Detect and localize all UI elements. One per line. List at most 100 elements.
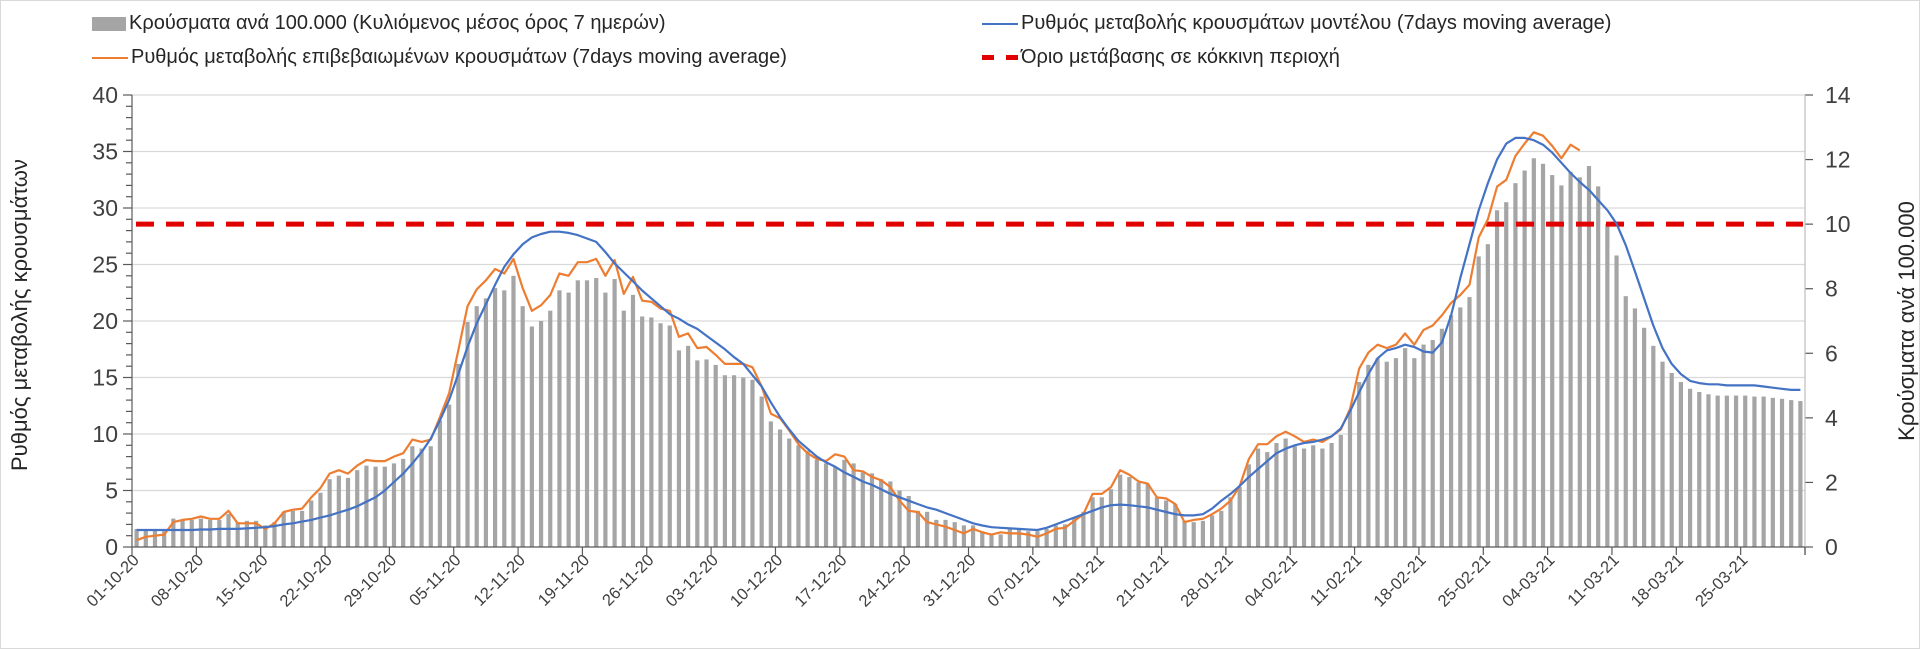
x-tick-label: 31-12-20 — [920, 551, 979, 610]
case-bar — [915, 510, 921, 547]
y-right-tick-label: 2 — [1825, 469, 1838, 495]
y-left-tick-label: 10 — [92, 421, 118, 447]
case-bar — [1255, 448, 1261, 547]
case-bar — [244, 520, 250, 547]
x-tick-label: 18-03-21 — [1628, 551, 1687, 610]
case-bar — [1614, 255, 1619, 547]
case-bar — [1687, 388, 1693, 547]
case-bar — [1228, 497, 1233, 547]
case-bar — [198, 518, 204, 547]
case-bar — [796, 445, 801, 547]
case-bar — [253, 520, 259, 547]
case-bar — [1448, 315, 1454, 547]
case-bar — [1090, 497, 1095, 547]
case-bar — [336, 475, 341, 547]
case-bar — [934, 519, 939, 547]
case-bar — [1715, 395, 1720, 547]
case-bar — [1007, 528, 1012, 547]
case-bar — [621, 310, 626, 547]
case-bar — [299, 510, 305, 547]
case-bar — [437, 420, 443, 547]
case-bar — [630, 294, 636, 547]
y-left-tick-label: 30 — [92, 195, 118, 221]
case-bar — [695, 360, 700, 547]
legend-bar-swatch — [92, 16, 126, 31]
y-right-tick-label: 6 — [1825, 340, 1838, 366]
case-bar — [1439, 328, 1445, 547]
case-bar — [208, 519, 213, 547]
case-bar — [787, 438, 792, 547]
x-tick-label: 01-10-20 — [83, 551, 142, 610]
case-bar — [511, 275, 516, 547]
x-tick-label: 26-11-20 — [599, 551, 658, 610]
case-bar — [492, 288, 498, 547]
case-bar — [1586, 166, 1592, 547]
case-bar — [1237, 486, 1242, 547]
case-bar — [1219, 510, 1224, 547]
case-bar — [952, 522, 957, 547]
case-bar — [1154, 497, 1160, 547]
case-bar — [1743, 395, 1748, 547]
case-bar — [1577, 177, 1582, 548]
x-tick-label: 12-11-20 — [470, 551, 529, 610]
case-bar — [722, 375, 728, 547]
case-bar — [1412, 358, 1417, 547]
case-bar — [1485, 244, 1490, 547]
case-bar — [1347, 410, 1353, 547]
x-tick-label: 07-01-21 — [984, 551, 1043, 610]
case-bar — [1375, 358, 1380, 547]
case-bar — [1384, 361, 1389, 547]
case-bar — [1660, 361, 1665, 547]
case-bar — [548, 310, 553, 547]
x-tick-label: 28-01-21 — [1177, 551, 1236, 610]
legend-item-bars: Κρούσματα ανά 100.000 (Κυλιόμενος μέσος … — [92, 12, 666, 35]
case-bar — [897, 490, 902, 547]
x-tick-label: 10-12-20 — [727, 551, 786, 610]
x-tick-label: 11-02-21 — [1307, 551, 1366, 610]
y-right-tick-label: 14 — [1825, 82, 1851, 108]
case-bar — [686, 345, 691, 547]
case-bar — [309, 500, 314, 547]
y-left-tick-label: 20 — [92, 308, 118, 334]
case-bar — [1513, 183, 1518, 547]
case-bar — [1761, 396, 1766, 547]
legend-item-model: Ρυθμός μεταβολής κρουσμάτων μοντέλου (7d… — [982, 12, 1611, 35]
case-bar — [235, 522, 240, 547]
case-bar — [152, 529, 158, 547]
case-bar — [1246, 464, 1251, 547]
case-bar — [1421, 344, 1426, 547]
case-bar — [860, 472, 865, 547]
case-bar — [483, 298, 489, 547]
case-bar — [1678, 382, 1684, 547]
case-bar — [318, 492, 323, 547]
case-bar — [970, 525, 976, 547]
case-bar — [1669, 372, 1674, 547]
case-bar — [345, 477, 351, 547]
x-tick-label: 04-02-21 — [1242, 551, 1301, 610]
x-tick-label: 25-02-21 — [1435, 551, 1494, 610]
y-left-tick-label: 40 — [92, 82, 118, 108]
case-bar — [731, 375, 737, 547]
case-bar — [1568, 171, 1573, 547]
case-bar — [1338, 434, 1343, 547]
case-bar — [263, 525, 268, 547]
x-tick-label: 21-01-21 — [1113, 551, 1172, 610]
case-bar — [925, 511, 930, 547]
case-bar — [575, 280, 580, 547]
case-bar — [741, 377, 746, 547]
case-bar — [171, 518, 176, 547]
case-bar — [869, 473, 875, 547]
case-bar — [805, 450, 810, 547]
x-tick-label: 03-12-20 — [663, 551, 722, 610]
x-tick-label: 04-03-21 — [1499, 551, 1558, 610]
case-bar — [1798, 401, 1803, 547]
case-bar — [768, 421, 773, 547]
y-left-tick-label: 5 — [105, 478, 118, 504]
x-tick-label: 17-12-20 — [791, 551, 850, 610]
case-bar — [1393, 358, 1399, 547]
case-bar — [1596, 186, 1601, 547]
case-bar — [1053, 525, 1058, 547]
case-bar — [612, 279, 617, 547]
case-bar — [1016, 528, 1022, 547]
case-bar — [814, 459, 819, 547]
